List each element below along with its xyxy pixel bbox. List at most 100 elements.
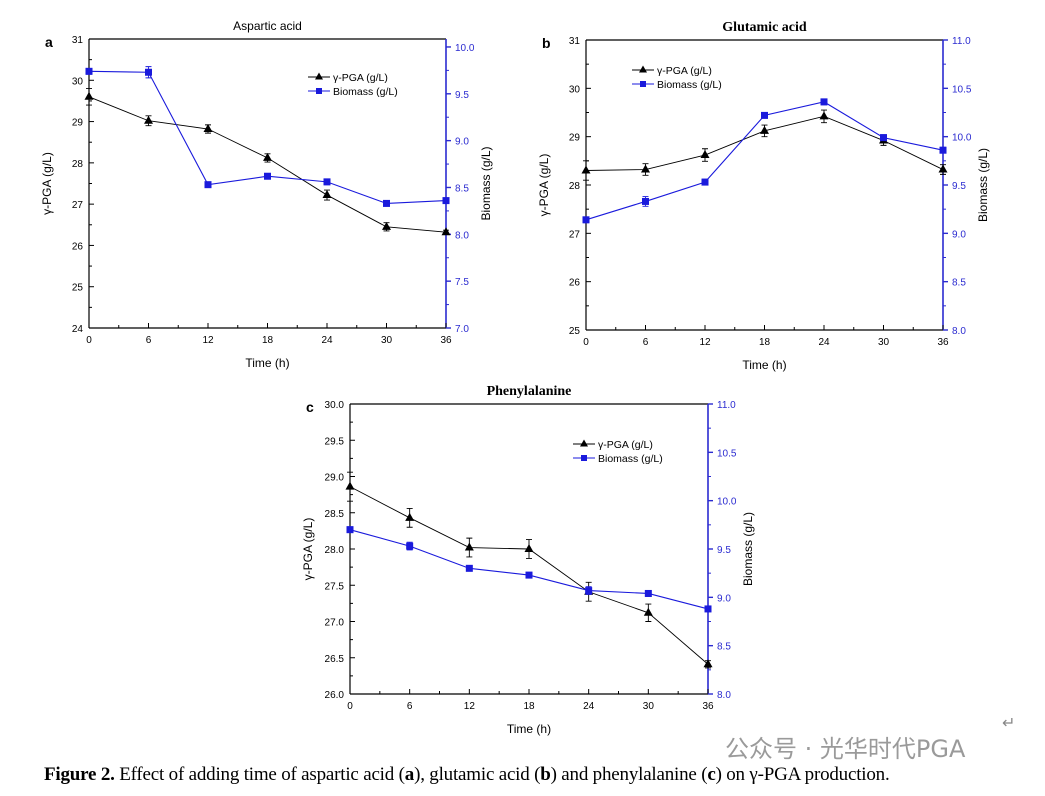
biomass-point xyxy=(406,542,414,550)
pga-point xyxy=(345,481,355,490)
x-tick-label: 6 xyxy=(407,701,413,712)
legend-marker xyxy=(316,88,322,94)
caption-text: Effect of adding time of aspartic acid ( xyxy=(114,764,405,785)
legend-label: γ-PGA (g/L) xyxy=(333,72,388,84)
y-tick-label: 31 xyxy=(72,35,84,46)
y-tick-label: 26 xyxy=(569,278,581,289)
pga-point xyxy=(703,659,713,668)
y2-tick-label: 9.5 xyxy=(952,181,966,192)
x-tick-label: 0 xyxy=(583,337,589,348)
panel-label: b xyxy=(542,35,551,51)
pga-line xyxy=(585,115,944,171)
y2-tick-label: 9.0 xyxy=(952,229,966,240)
y2-tick-label: 9.5 xyxy=(717,545,731,556)
x-tick-label: 24 xyxy=(818,337,830,348)
legend-marker xyxy=(640,81,646,87)
x-axis-label: Time (h) xyxy=(507,722,551,736)
biomass-point xyxy=(264,172,271,180)
biomass-point xyxy=(644,589,652,597)
panel-label: a xyxy=(45,34,53,50)
y2-tick-label: 9.0 xyxy=(455,137,469,148)
y-tick-label: 29 xyxy=(72,118,84,129)
pga-point xyxy=(203,124,213,133)
biomass-point xyxy=(585,587,593,595)
chart-title: Aspartic acid xyxy=(233,19,302,33)
biomass-point xyxy=(704,605,712,613)
y-tick-label: 25 xyxy=(569,326,581,337)
biomass-point xyxy=(145,68,152,76)
x-tick-label: 36 xyxy=(702,701,714,712)
pga-point xyxy=(322,190,332,199)
chart-panel-c: Phenylalanine c 0 6 12 18 24 30 36 Time (h) 26.0 26… xyxy=(301,384,755,736)
return-mark: ↵ xyxy=(1002,715,1016,732)
x-tick-label: 24 xyxy=(321,335,333,346)
chart-panel-b: Glutamic acid b 0 6 12 18 24 30 36 Time (h) 25 26 27… xyxy=(537,20,990,372)
y-tick-label: 27 xyxy=(72,200,84,211)
y2-tick-label: 10.5 xyxy=(952,84,972,95)
caption-label: Figure 2. xyxy=(44,764,115,785)
y-tick-label: 27.0 xyxy=(325,618,345,629)
x-tick-label: 18 xyxy=(523,701,535,712)
pga-point xyxy=(405,512,415,521)
y-tick-label: 25 xyxy=(72,283,84,294)
y-tick-label: 28 xyxy=(569,181,581,192)
pga-point xyxy=(700,150,710,159)
y-tick-label: 29 xyxy=(569,133,581,144)
y2-tick-label: 9.0 xyxy=(717,593,731,604)
pga-point xyxy=(84,91,94,100)
x-tick-label: 0 xyxy=(347,701,353,712)
chart-title: Glutamic acid xyxy=(722,20,807,35)
y-axis-label: γ-PGA (g/L) xyxy=(40,152,54,215)
biomass-point xyxy=(442,197,450,205)
x-tick-label: 24 xyxy=(583,701,595,712)
y-axis-label: γ-PGA (g/L) xyxy=(301,518,315,581)
legend-label: Biomass (g/L) xyxy=(333,86,398,98)
caption-text: ), glutamic acid ( xyxy=(414,764,541,785)
y2-tick-label: 8.0 xyxy=(717,690,731,701)
legend-marker xyxy=(315,72,323,80)
y-tick-label: 29.0 xyxy=(325,473,345,484)
y-tick-label: 30 xyxy=(569,84,581,95)
figure-caption: Figure 2. Effect of adding time of aspar… xyxy=(44,765,890,785)
chart-panel-a: Aspartic acid a 0 6 12 18 24 30 36 Time (h) 24 25 26… xyxy=(40,19,493,370)
y2-tick-label: 10.0 xyxy=(717,497,737,508)
biomass-point xyxy=(582,216,590,224)
legend-label: γ-PGA (g/L) xyxy=(598,439,653,451)
y-tick-label: 28.0 xyxy=(325,545,345,556)
pga-point xyxy=(819,111,829,120)
pga-point xyxy=(263,152,272,161)
y-tick-label: 24 xyxy=(72,324,84,335)
pga-point xyxy=(441,227,451,236)
pga-point xyxy=(643,607,653,616)
pga-point xyxy=(524,544,534,552)
caption-text: ) and phenylalanine ( xyxy=(550,764,708,785)
x-tick-label: 6 xyxy=(146,335,152,346)
x-tick-label: 30 xyxy=(878,337,890,348)
pga-point xyxy=(382,221,391,230)
legend-marker xyxy=(581,455,587,461)
pga-point xyxy=(144,115,153,124)
y-tick-label: 26.5 xyxy=(325,654,345,665)
y-tick-label: 26.0 xyxy=(325,690,345,701)
legend-label: Biomass (g/L) xyxy=(598,453,663,465)
biomass-point xyxy=(465,564,473,572)
y2-tick-label: 10.0 xyxy=(952,133,972,144)
y-tick-label: 30 xyxy=(72,76,84,87)
y2-tick-label: 8.5 xyxy=(952,278,966,289)
pga-point xyxy=(760,125,769,134)
y-axis-label: γ-PGA (g/L) xyxy=(537,154,551,217)
x-tick-label: 18 xyxy=(262,335,274,346)
y2-tick-label: 7.5 xyxy=(455,277,469,288)
chart-title: Phenylalanine xyxy=(487,384,572,399)
caption-text: ) on γ-PGA production. xyxy=(715,764,890,785)
y2-tick-label: 10.0 xyxy=(455,43,475,54)
biomass-line xyxy=(585,101,944,221)
x-tick-label: 36 xyxy=(937,337,949,348)
biomass-point xyxy=(761,111,768,119)
x-tick-label: 12 xyxy=(699,337,711,348)
biomass-point xyxy=(346,526,354,534)
y2-tick-label: 9.5 xyxy=(455,90,469,101)
panel-label: c xyxy=(306,399,314,415)
y2-tick-label: 8.0 xyxy=(455,230,469,241)
